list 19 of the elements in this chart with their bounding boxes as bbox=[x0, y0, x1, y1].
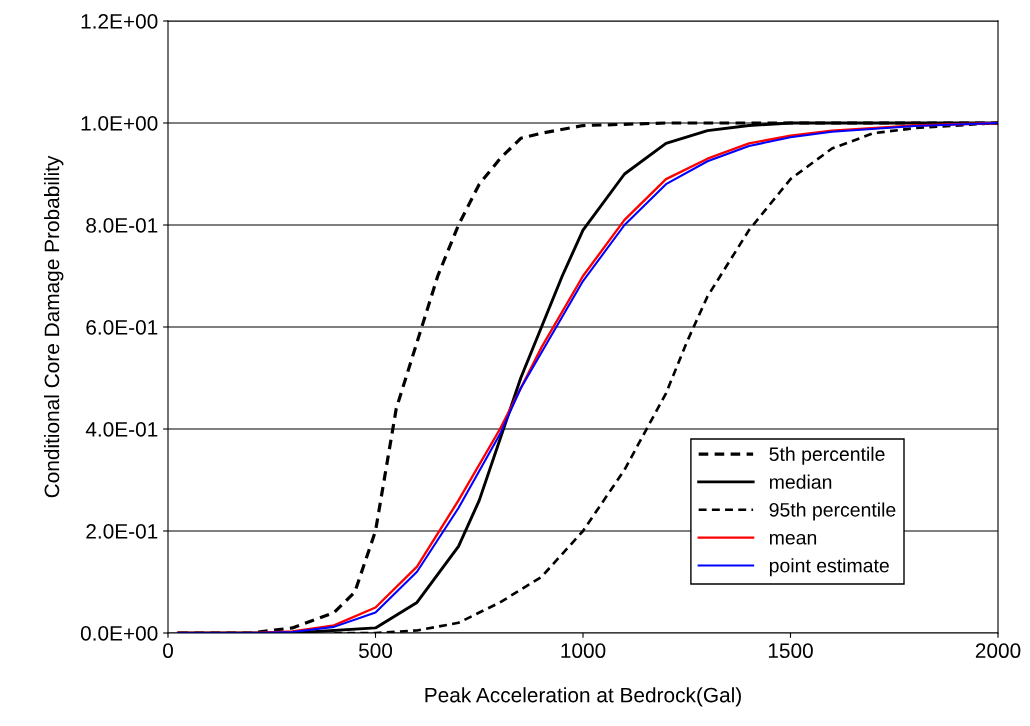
y-axis-title: Conditional Core Damage Probability bbox=[44, 155, 64, 498]
legend-label: 5th percentile bbox=[769, 446, 885, 465]
y-tick-label: 4.0E-01 bbox=[85, 422, 158, 437]
legend-label: 95th percentile bbox=[769, 502, 896, 521]
x-tick-label: 2000 bbox=[975, 643, 1021, 659]
y-tick-label: 6.0E-01 bbox=[86, 320, 158, 335]
x-tick-label: 1500 bbox=[768, 643, 813, 659]
x-axis-title: Peak Acceleration at Bedrock(Gal) bbox=[425, 687, 741, 707]
y-tick-label: 1.2E+00 bbox=[81, 14, 158, 29]
y-tick-label: 1.0E+00 bbox=[81, 116, 158, 131]
legend-label: mean bbox=[769, 533, 817, 545]
legend-label: median bbox=[769, 474, 832, 489]
x-tick-label: 500 bbox=[358, 643, 393, 659]
y-tick-label: 2.0E-01 bbox=[86, 524, 158, 539]
y-tick-label: 0.0E+00 bbox=[80, 626, 158, 641]
y-tick-label: 8.0E-01 bbox=[86, 218, 158, 233]
x-tick-label: 1000 bbox=[561, 643, 606, 659]
legend-label: point estimate bbox=[769, 558, 889, 577]
x-tick-label: 0 bbox=[163, 643, 173, 659]
